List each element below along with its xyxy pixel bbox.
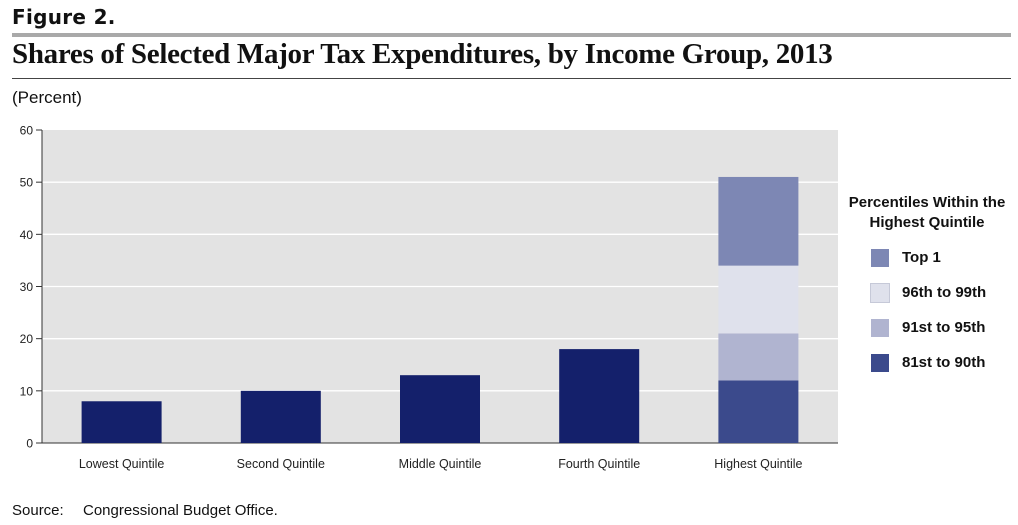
- title-rule-thin: [12, 78, 1011, 79]
- bar-segment: [718, 380, 799, 443]
- y-tick-label: 50: [20, 176, 34, 190]
- legend-label: 91st to 95th: [902, 319, 986, 336]
- bar-segment: [718, 265, 799, 334]
- legend-swatch: [871, 319, 889, 337]
- x-tick-label: Fourth Quintile: [558, 457, 640, 471]
- bar: [400, 375, 480, 443]
- y-tick-label: 0: [26, 437, 33, 451]
- x-tick-label: Middle Quintile: [399, 457, 482, 471]
- legend-label: 96th to 99th: [902, 284, 987, 301]
- legend-label: 81st to 90th: [902, 354, 986, 371]
- units-label: (Percent): [12, 88, 82, 107]
- bar-segment: [718, 333, 799, 381]
- bar: [81, 401, 162, 443]
- y-tick-label: 40: [20, 228, 34, 242]
- x-tick-label: Highest Quintile: [714, 457, 802, 471]
- legend-label: Top 1: [902, 249, 941, 266]
- x-tick-label: Lowest Quintile: [79, 457, 165, 471]
- figure-label: Figure 2.: [12, 5, 116, 29]
- source-note: Source: Congressional Budget Office.: [12, 502, 278, 519]
- y-tick-label: 10: [20, 384, 34, 398]
- y-tick-label: 30: [20, 280, 34, 294]
- bar-segment: [718, 176, 799, 266]
- title-rule-thick: [12, 33, 1011, 37]
- source-text: Congressional Budget Office.: [83, 502, 278, 519]
- legend-swatch: [870, 283, 890, 303]
- legend-title: Percentiles Within the Highest Quintile: [848, 194, 1006, 231]
- chart-title: Shares of Selected Major Tax Expenditure…: [12, 38, 833, 70]
- legend-swatch: [871, 354, 889, 372]
- x-tick-label: Second Quintile: [237, 457, 325, 471]
- y-tick-label: 20: [20, 332, 34, 346]
- legend-swatch: [871, 249, 889, 267]
- y-tick-label: 60: [20, 124, 34, 138]
- bar: [559, 349, 640, 443]
- source-label: Source:: [12, 502, 64, 519]
- bar: [240, 390, 321, 443]
